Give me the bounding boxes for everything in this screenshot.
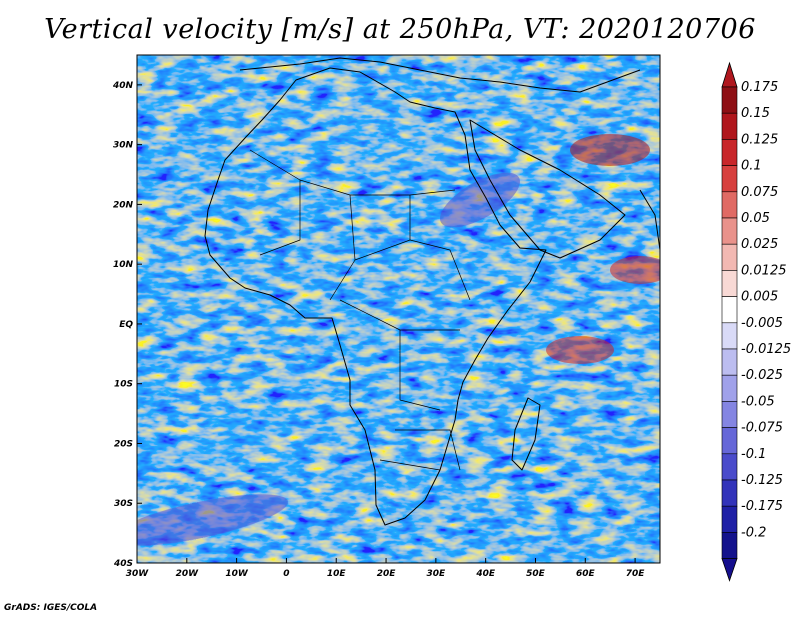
colorbar-swatch (721, 401, 738, 428)
colorbar-label: -0.0125 (741, 342, 791, 357)
colorbar-swatch (721, 348, 738, 376)
lon-label: 30E (427, 569, 447, 579)
colorbar-label: -0.025 (741, 368, 783, 383)
colorbar-swatch (721, 112, 738, 140)
colorbar-label: -0.1 (741, 447, 766, 462)
colorbar-label: -0.075 (741, 421, 783, 436)
europe-coast (239, 57, 641, 93)
colorbar-swatch (721, 139, 738, 166)
madagascar (511, 397, 541, 471)
colorbar-swatch (721, 296, 738, 324)
lon-label: 20E (377, 569, 397, 579)
africa-coastline (204, 67, 547, 526)
lon-label: 20W (176, 569, 200, 579)
subsidence-band-arabia (440, 172, 520, 228)
lon-label: 50E (526, 569, 546, 579)
colorbar-label: -0.005 (741, 316, 783, 331)
credit-label: GrADS: IGES/COLA (4, 603, 98, 613)
lon-label: 40E (475, 569, 496, 579)
lon-label: 70E (626, 569, 646, 579)
colorbar-swatch (721, 532, 738, 559)
colorbar-swatch (721, 374, 738, 402)
colorbar-swatch (721, 165, 738, 193)
colorbar-swatch (721, 322, 738, 350)
colorbar-label: 0.125 (741, 132, 778, 147)
colorbar-label: 0.075 (741, 185, 778, 200)
india (639, 189, 660, 251)
border-lines (249, 149, 471, 471)
convective-band-iran (570, 134, 650, 166)
colorbar-label: -0.125 (741, 473, 783, 488)
colorbar-label: 0.005 (741, 290, 778, 305)
colorbar-label: -0.175 (741, 499, 783, 514)
colorbar-label: 0.175 (741, 80, 778, 95)
colorbar-label: 0.0125 (741, 263, 787, 278)
coastlines-and-borders (204, 57, 660, 526)
map-title: Vertical velocity [m/s] at 250hPa, VT: 2… (44, 14, 756, 45)
colorbar-swatch (721, 270, 738, 297)
lat-label: 10S (114, 380, 133, 390)
lon-label: 10E (327, 569, 347, 579)
colorbar-swatch (721, 217, 738, 245)
colorbar: 0.175 0.15 0.125 0.1 0.075 0.05 0.025 0.0125 0.0… (721, 61, 791, 582)
subsidence-band-south-atlantic (137, 494, 289, 546)
lat-label: 10N (113, 260, 134, 270)
convective-band-indian-ocean (546, 336, 614, 364)
lon-label: 10W (225, 569, 249, 579)
lat-label: 40S (113, 559, 133, 569)
colorbar-swatch (721, 191, 738, 219)
lat-label: EQ (119, 320, 133, 330)
lat-label: 20N (113, 200, 134, 210)
colorbar-swatch (721, 243, 738, 271)
colorbar-bottom-arrow (721, 558, 738, 582)
lon-label: 60E (576, 569, 596, 579)
colorbar-swatch (721, 479, 738, 507)
colorbar-label: 0.025 (741, 237, 778, 252)
colorbar-swatch (721, 505, 738, 533)
lat-label: 20S (114, 439, 133, 449)
colorbar-label: 0.05 (741, 211, 770, 226)
colorbar-label: 0.1 (741, 159, 762, 174)
velocity-field (137, 55, 660, 563)
colorbar-swatch (721, 86, 738, 114)
colorbar-label: -0.05 (741, 394, 775, 409)
colorbar-top-arrow (721, 61, 738, 88)
lon-label: 30W (126, 569, 150, 579)
colorbar-label: -0.2 (741, 525, 766, 540)
convective-band-arabian-sea (610, 256, 660, 284)
map-frame (136, 54, 661, 564)
lat-label: 40N (112, 81, 134, 91)
lat-label: 30N (113, 141, 134, 151)
lat-label: 30S (114, 499, 133, 509)
arabia (469, 119, 626, 259)
colorbar-label: 0.15 (741, 106, 770, 121)
colorbar-swatch (721, 453, 738, 481)
lon-label: 0 (283, 569, 289, 579)
colorbar-swatch (721, 427, 738, 455)
